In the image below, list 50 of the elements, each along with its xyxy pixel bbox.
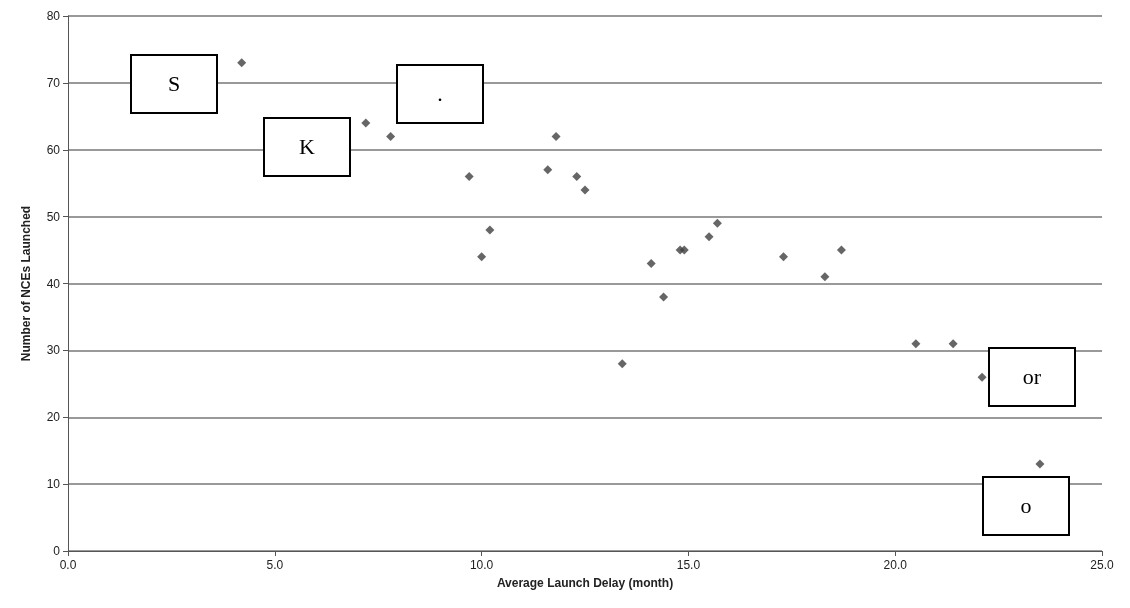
point xyxy=(679,245,689,255)
point xyxy=(977,372,987,382)
point xyxy=(712,218,722,228)
label-box: or xyxy=(988,347,1076,407)
point xyxy=(580,185,590,195)
x-axis-title: Average Launch Delay (month) xyxy=(496,576,674,590)
y-tick-label: 30 xyxy=(46,343,61,358)
y-tick-label: 40 xyxy=(46,276,61,291)
point xyxy=(617,359,627,369)
annotation: . xyxy=(436,81,444,106)
label-box: o xyxy=(982,476,1070,536)
point xyxy=(836,245,846,255)
point xyxy=(485,225,495,235)
y-tick-label: 20 xyxy=(46,410,61,425)
y-tick-label: 80 xyxy=(46,9,61,23)
point xyxy=(911,339,921,349)
annotation: or xyxy=(1021,364,1043,389)
y-tick-label: 70 xyxy=(46,75,61,90)
point xyxy=(948,339,958,349)
x-tick-label: 15.0 xyxy=(676,558,701,572)
point xyxy=(464,172,474,181)
point xyxy=(551,131,561,141)
point xyxy=(237,58,247,68)
point xyxy=(659,292,669,302)
label-box: K xyxy=(263,117,351,177)
label-box: . xyxy=(396,64,484,124)
x-tick-label: 5.0 xyxy=(266,558,284,572)
x-tick-label: 25.0 xyxy=(1090,558,1114,572)
annotation: S xyxy=(166,71,182,96)
point xyxy=(779,252,789,262)
y-tick-label: 0 xyxy=(53,544,61,558)
annotation: o xyxy=(1019,493,1033,518)
point xyxy=(704,232,714,242)
x-tick-label: 20.0 xyxy=(883,558,908,572)
point xyxy=(820,272,830,282)
point xyxy=(572,172,582,181)
point xyxy=(361,118,371,128)
y-tick-label: 60 xyxy=(46,142,61,157)
point xyxy=(543,165,553,175)
label-box: S xyxy=(130,54,218,114)
point xyxy=(1035,459,1045,469)
x-tick-label: 0.0 xyxy=(59,558,77,572)
annotation: K xyxy=(298,134,316,159)
y-tick-label: 50 xyxy=(46,209,61,224)
x-tick-label: 10.0 xyxy=(469,558,494,572)
point xyxy=(477,252,487,262)
point xyxy=(646,258,656,268)
y-tick-label: 10 xyxy=(46,477,61,492)
y-axis-title: Number of NCEs Launched xyxy=(19,205,33,362)
point xyxy=(386,131,396,141)
